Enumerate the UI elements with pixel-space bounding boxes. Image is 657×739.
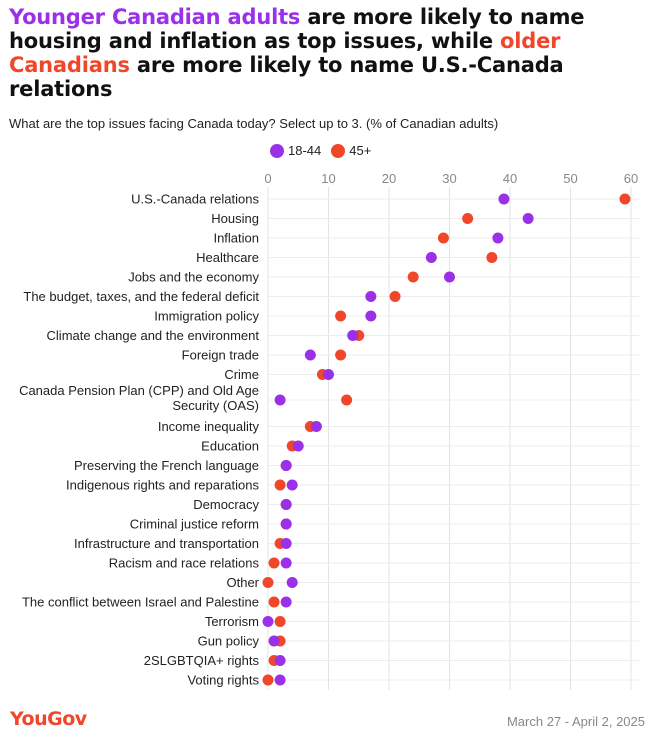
- category-label: Immigration policy: [154, 309, 259, 324]
- dot-18-44: [274, 655, 286, 666]
- dot-18-44: [323, 369, 334, 380]
- dot-45-plus: [341, 394, 353, 406]
- dot-45-plus: [274, 479, 286, 491]
- legend-dot-45-plus: [331, 143, 346, 158]
- dot-45-plus: [389, 291, 401, 302]
- chart-subtitle: What are the top issues facing Canada to…: [9, 116, 499, 131]
- dot-18-44: [444, 271, 455, 283]
- dot-45-plus: [462, 213, 474, 224]
- dot-18-44: [304, 349, 316, 361]
- yougov-logo: YouGov: [10, 708, 87, 730]
- category-label: Housing: [211, 211, 259, 226]
- dot-45-plus: [335, 310, 347, 322]
- dot-18-44: [310, 421, 322, 432]
- dot-18-44: [425, 252, 437, 263]
- x-tick-label: 10: [321, 171, 335, 186]
- dot-18-44: [498, 193, 510, 205]
- dot-18-44: [280, 460, 292, 471]
- dot-45-plus: [262, 674, 274, 686]
- category-label: Democracy: [193, 497, 259, 512]
- x-tick-label: 0: [264, 171, 271, 186]
- x-tick-label: 50: [563, 171, 577, 186]
- x-tick-label: 40: [503, 171, 517, 186]
- dot-45-plus: [274, 616, 286, 627]
- title-text-2: are more likely to name U.S.-Canada rela…: [9, 53, 564, 101]
- category-label: Other: [226, 575, 259, 590]
- category-label: Inflation: [213, 231, 259, 246]
- category-label: Voting rights: [187, 673, 259, 688]
- dot-45-plus: [437, 232, 449, 244]
- dot-18-44: [292, 440, 304, 452]
- chart-legend: 18-44 45+: [270, 143, 381, 158]
- dot-18-44: [280, 518, 292, 530]
- category-label: Climate change and the environment: [47, 328, 260, 343]
- dot-18-44: [492, 232, 504, 244]
- category-label: Crime: [224, 367, 259, 382]
- legend-item-45-plus: 45+: [331, 143, 371, 158]
- category-label: Income inequality: [158, 419, 260, 434]
- category-label: Gun policy: [198, 634, 260, 649]
- dot-18-44: [274, 394, 286, 406]
- survey-date: March 27 - April 2, 2025: [506, 714, 645, 729]
- category-label: Canada Pension Plan (CPP) and Old Age Sec…: [19, 383, 259, 413]
- dot-45-plus: [262, 577, 274, 588]
- category-label: Foreign trade: [182, 348, 259, 363]
- dot-45-plus: [268, 596, 280, 608]
- chart-title: Younger Canadian adults are more likely …: [9, 5, 619, 101]
- dot-18-44: [274, 674, 286, 686]
- dot-18-44: [286, 479, 298, 491]
- dot-45-plus: [619, 193, 631, 205]
- category-label: Healthcare: [196, 250, 259, 265]
- dot-18-44: [280, 499, 292, 510]
- dot-18-44: [365, 310, 377, 322]
- title-younger-highlight: Younger Canadian adults: [9, 5, 301, 29]
- x-tick-label: 20: [382, 171, 396, 186]
- category-label: Indigenous rights and reparations: [66, 478, 259, 493]
- category-label: The budget, taxes, and the federal defic…: [23, 289, 259, 304]
- dot-45-plus: [407, 271, 419, 283]
- category-label: Criminal justice reform: [130, 517, 259, 532]
- category-label: Infrastructure and transportation: [74, 536, 259, 551]
- legend-item-18-44: 18-44: [270, 143, 321, 158]
- category-label: Jobs and the economy: [128, 270, 259, 285]
- dot-18-44: [262, 616, 274, 627]
- dot-18-44: [280, 538, 292, 549]
- x-tick-label: 60: [624, 171, 638, 186]
- category-label: Preserving the French language: [74, 458, 259, 473]
- dot-18-44: [347, 330, 359, 341]
- category-label: 2SLGBTQIA+ rights: [144, 653, 260, 668]
- dot-45-plus: [335, 349, 347, 361]
- title-text-1: are more likely to name housing and infl…: [9, 5, 585, 53]
- legend-dot-18-44: [270, 143, 284, 158]
- dot-18-44: [522, 213, 534, 224]
- category-label: Education: [201, 439, 259, 454]
- x-tick-label: 30: [442, 171, 456, 186]
- category-label: The conflict between Israel and Palestin…: [22, 595, 259, 610]
- category-label: Terrorism: [205, 614, 259, 629]
- dot-18-44: [268, 635, 280, 647]
- dot-18-44: [280, 596, 292, 608]
- category-label: Racism and race relations: [109, 556, 260, 571]
- title-older-highlight: older Canadians: [9, 29, 561, 77]
- category-label: U.S.-Canada relations: [131, 192, 259, 207]
- dot-18-44: [365, 291, 377, 302]
- legend-label-18-44: 18-44: [288, 143, 322, 158]
- dot-18-44: [280, 557, 292, 569]
- legend-label-45-plus: 45+: [349, 143, 372, 158]
- dot-45-plus: [486, 252, 498, 263]
- dot-18-44: [286, 577, 298, 588]
- dot-45-plus: [268, 557, 280, 569]
